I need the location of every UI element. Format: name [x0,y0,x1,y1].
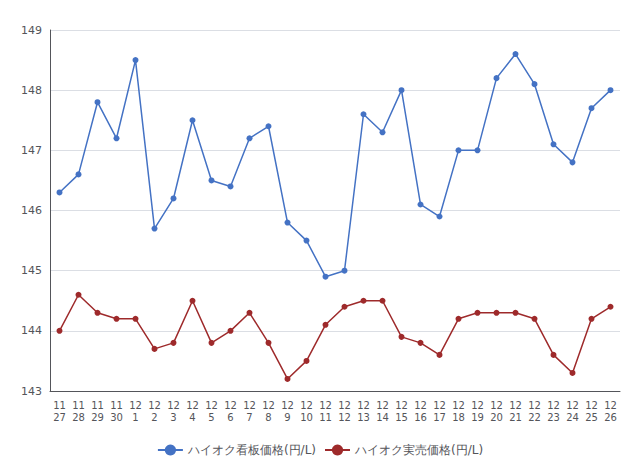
svg-text:25: 25 [585,412,598,423]
svg-text:12: 12 [357,400,370,411]
svg-text:147: 147 [21,144,42,157]
svg-text:27: 27 [53,412,66,423]
svg-text:4: 4 [189,412,195,423]
svg-text:12: 12 [490,400,503,411]
svg-text:9: 9 [284,412,290,423]
svg-text:11: 11 [53,400,66,411]
svg-text:12: 12 [319,400,332,411]
svg-text:26: 26 [604,412,617,423]
svg-text:7: 7 [246,412,252,423]
svg-text:12: 12 [604,400,617,411]
svg-text:11: 11 [72,400,85,411]
svg-text:144: 144 [21,324,42,337]
svg-text:12: 12 [376,400,389,411]
svg-text:17: 17 [433,412,446,423]
svg-text:12: 12 [186,400,199,411]
svg-text:11: 11 [110,400,123,411]
svg-text:21: 21 [509,412,522,423]
svg-text:12: 12 [471,400,484,411]
svg-text:23: 23 [547,412,560,423]
svg-text:1: 1 [132,412,138,423]
svg-text:13: 13 [357,412,370,423]
svg-text:22: 22 [528,412,541,423]
svg-text:12: 12 [452,400,465,411]
svg-text:143: 143 [21,385,42,398]
svg-text:12: 12 [281,400,294,411]
svg-text:6: 6 [227,412,233,423]
svg-text:145: 145 [21,264,42,277]
svg-text:12: 12 [395,400,408,411]
svg-text:12: 12 [148,400,161,411]
svg-text:12: 12 [338,400,351,411]
svg-text:3: 3 [170,412,176,423]
svg-text:ハイオク実売価格(円/L): ハイオク実売価格(円/L) [354,443,483,457]
svg-text:5: 5 [208,412,214,423]
svg-text:2: 2 [151,412,157,423]
svg-text:30: 30 [110,412,123,423]
svg-text:12: 12 [528,400,541,411]
svg-text:12: 12 [300,400,313,411]
svg-text:24: 24 [566,412,579,423]
svg-text:12: 12 [566,400,579,411]
svg-text:10: 10 [300,412,313,423]
svg-text:146: 146 [21,204,42,217]
svg-text:12: 12 [224,400,237,411]
svg-text:148: 148 [21,84,42,97]
svg-text:11: 11 [91,400,104,411]
svg-text:12: 12 [509,400,522,411]
svg-text:ハイオク看板価格(円/L): ハイオク看板価格(円/L) [187,443,316,457]
svg-text:12: 12 [547,400,560,411]
svg-text:12: 12 [129,400,142,411]
svg-text:11: 11 [319,412,332,423]
svg-text:12: 12 [414,400,427,411]
svg-text:29: 29 [91,412,104,423]
svg-text:12: 12 [585,400,598,411]
svg-text:28: 28 [72,412,85,423]
svg-text:18: 18 [452,412,465,423]
svg-text:12: 12 [338,412,351,423]
svg-text:12: 12 [205,400,218,411]
svg-text:16: 16 [414,412,427,423]
svg-text:14: 14 [376,412,389,423]
svg-text:20: 20 [490,412,503,423]
svg-text:19: 19 [471,412,484,423]
svg-text:149: 149 [21,24,42,37]
svg-text:12: 12 [243,400,256,411]
svg-text:12: 12 [433,400,446,411]
svg-text:8: 8 [265,412,271,423]
svg-text:15: 15 [395,412,408,423]
svg-text:12: 12 [262,400,275,411]
svg-text:12: 12 [167,400,180,411]
